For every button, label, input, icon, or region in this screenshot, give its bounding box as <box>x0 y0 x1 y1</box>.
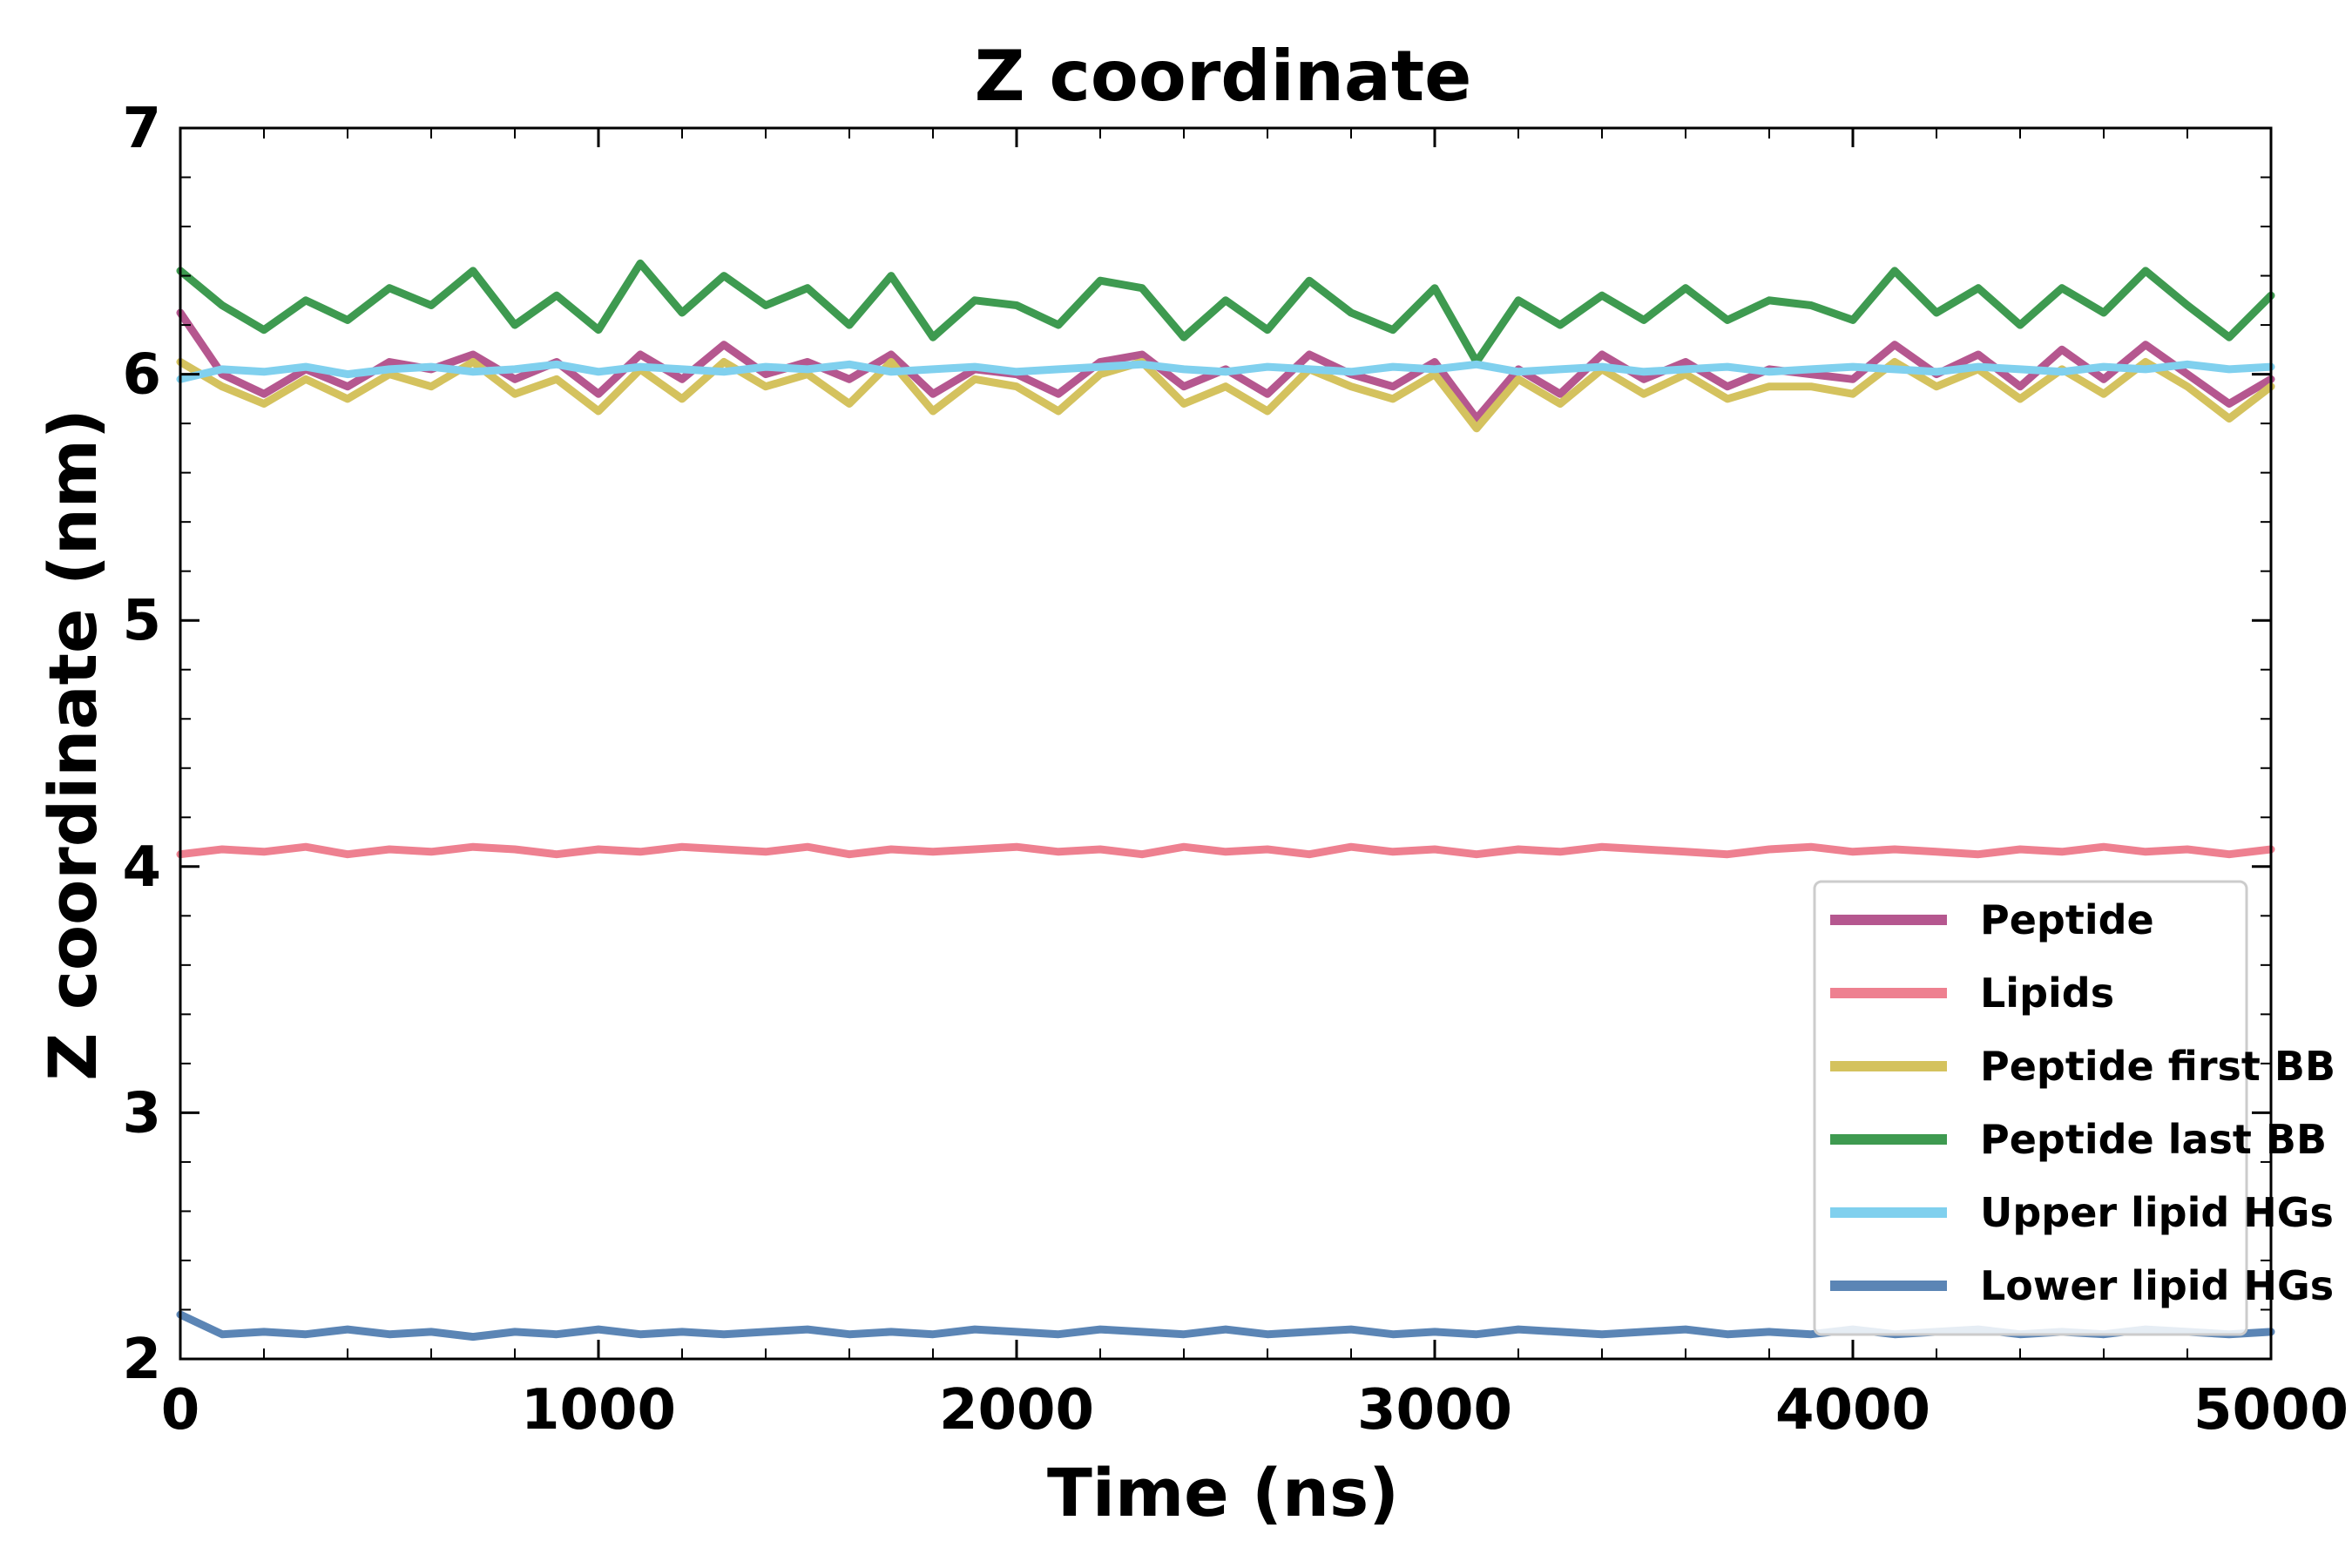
y-tick-label: 7 <box>122 97 161 161</box>
y-tick-label: 3 <box>122 1081 161 1146</box>
x-tick-label: 3000 <box>1357 1378 1512 1443</box>
legend: Peptide Lipids Peptide first BB Peptide las… <box>1813 880 2335 1336</box>
x-tick-label: 4000 <box>1775 1378 1930 1443</box>
series-line-4 <box>176 360 2275 383</box>
x-tick-label: 2000 <box>939 1378 1094 1443</box>
x-axis-label: Time (ns) <box>1047 1454 1399 1531</box>
legend-label: Upper lipid HGs <box>1980 1189 2334 1236</box>
plot-area <box>176 259 2275 1342</box>
y-tick-label: 6 <box>122 343 161 408</box>
legend-label: Peptide first BB <box>1980 1043 2335 1090</box>
series-line-3 <box>176 259 2275 366</box>
y-tick-label: 2 <box>122 1328 161 1392</box>
axis-ticks: 0 1000 2000 3000 4000 5000 2 3 4 5 6 7 <box>122 97 2349 1443</box>
y-tick-label: 5 <box>122 589 161 653</box>
legend-label: Peptide last BB <box>1980 1116 2327 1163</box>
y-tick-label: 4 <box>122 835 161 900</box>
x-tick-label: 0 <box>161 1378 200 1443</box>
legend-label: Lower lipid HGs <box>1980 1262 2334 1309</box>
plot-frame <box>179 126 2273 1361</box>
series-line-2 <box>176 358 2275 433</box>
y-axis-label: Z coordinate (nm) <box>34 409 112 1080</box>
legend-label: Lipids <box>1980 970 2114 1017</box>
x-tick-label: 1000 <box>521 1378 676 1443</box>
legend-label: Peptide <box>1980 896 2154 943</box>
x-tick-label: 5000 <box>2193 1378 2349 1443</box>
chart-title: Z coordinate <box>975 36 1472 117</box>
series-line-1 <box>176 842 2275 859</box>
